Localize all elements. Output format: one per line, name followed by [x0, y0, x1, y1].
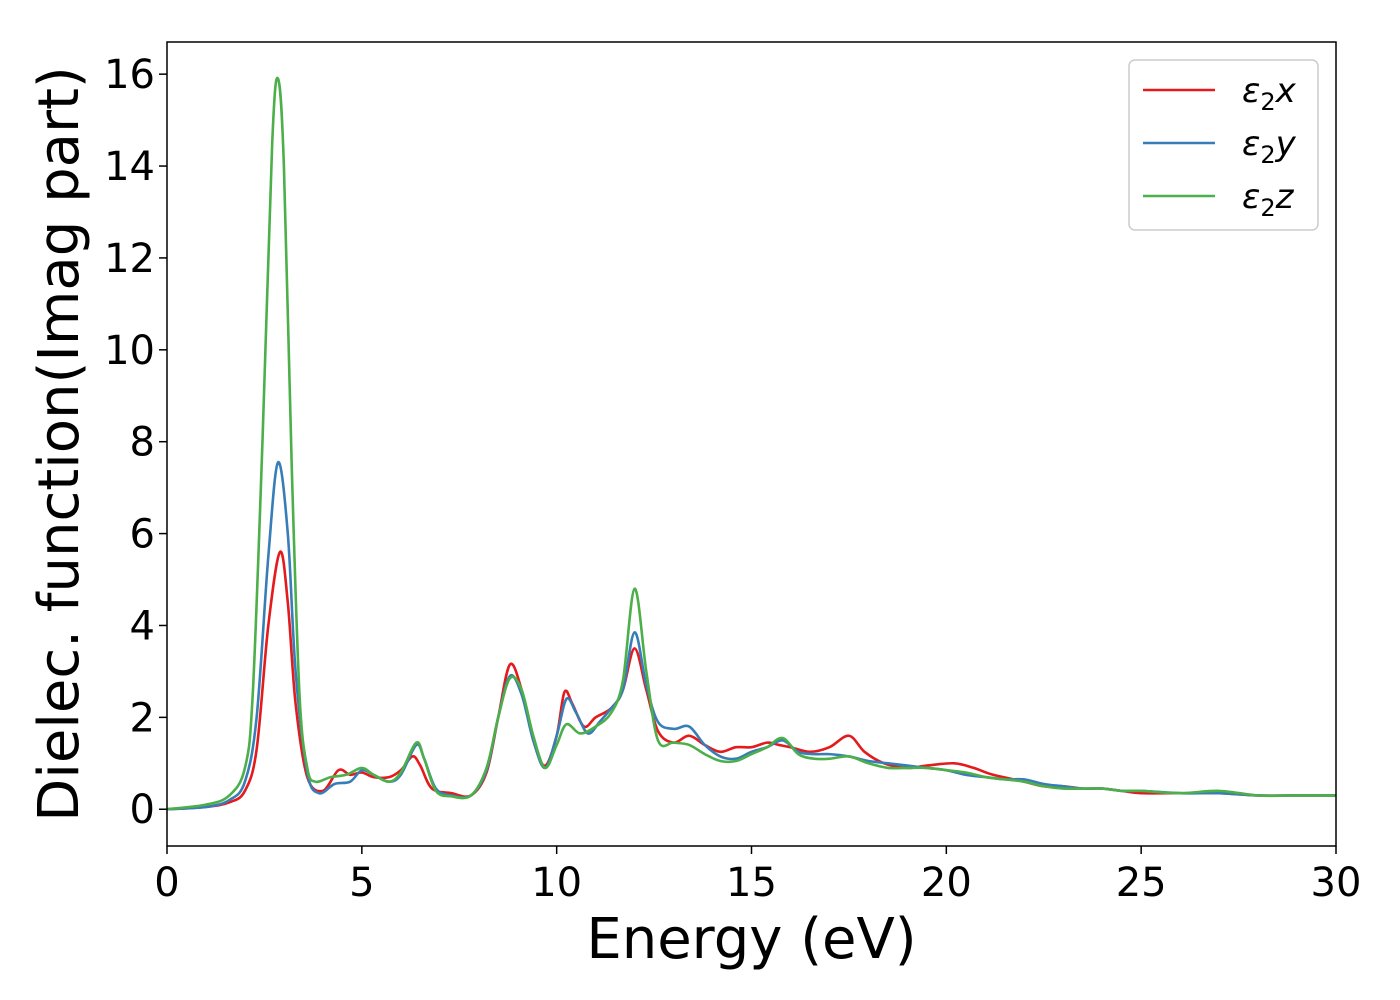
series-line-x	[167, 550, 1336, 811]
x-tick-label: 25	[1116, 860, 1167, 906]
series-line-z	[167, 76, 1336, 811]
series-lines	[167, 76, 1336, 811]
legend-entry-x: ε2x	[1242, 71, 1297, 116]
legend-box	[1128, 59, 1319, 231]
legend-entry-z: ε2z	[1242, 177, 1295, 222]
y-tick-label: 12	[104, 236, 155, 282]
y-tick-label: 4	[130, 603, 155, 649]
y-tick-label: 8	[130, 420, 155, 466]
y-axis-label: Dielec. function(Imag part)	[27, 66, 92, 822]
x-tick-label: 30	[1311, 860, 1362, 906]
x-tick-label: 0	[154, 860, 179, 906]
legend: ε2x ε2y ε2z	[1128, 59, 1319, 231]
y-tick-label: 14	[104, 144, 155, 190]
x-tick-label: 20	[921, 860, 972, 906]
x-tick-label: 10	[531, 860, 582, 906]
y-tick-label: 6	[130, 512, 155, 558]
legend-entry-y: ε2y	[1242, 124, 1297, 169]
y-tick-label: 10	[104, 328, 155, 374]
y-axis-ticks: 0 2 4 6 8 10 12 14 16	[104, 52, 167, 833]
y-tick-label: 0	[130, 787, 155, 833]
x-axis-ticks: 0 5 10 15 20 25 30	[154, 846, 1361, 906]
x-tick-label: 15	[726, 860, 777, 906]
series-line-y	[167, 461, 1336, 811]
x-tick-label: 5	[349, 860, 374, 906]
x-axis-label: Energy (eV)	[586, 907, 916, 972]
y-tick-label: 16	[104, 52, 155, 98]
y-tick-label: 2	[130, 695, 155, 741]
